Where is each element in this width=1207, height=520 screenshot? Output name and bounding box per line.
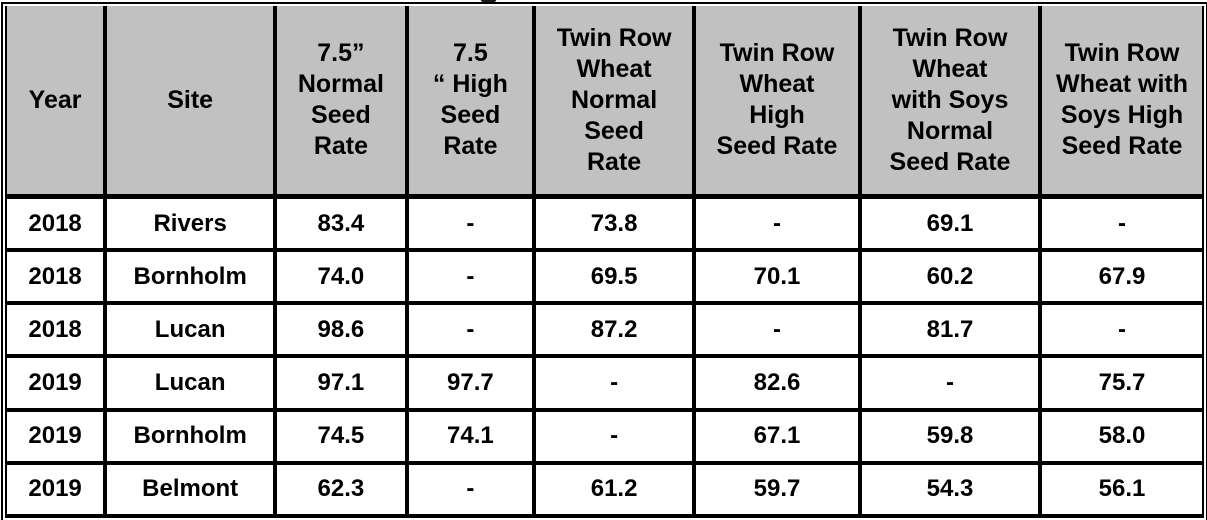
cell-site: Rivers xyxy=(103,194,278,253)
col-header-75-normal-seed-rate: 7.5” Normal Seed Rate xyxy=(273,6,409,199)
col-header-twinrow-soys-normal: Twin Row Wheat with Soys Normal Seed Rat… xyxy=(857,6,1043,199)
col-header-twinrow-wheat-high: Twin Row Wheat High Seed Rate xyxy=(692,6,862,199)
cell-value: 56.1 xyxy=(1038,460,1204,519)
col-header-75-high-seed-rate: 7.5 “ High Seed Rate xyxy=(404,6,537,199)
cell-value: - xyxy=(532,354,697,412)
table-row: 2018 Bornholm 74.0 - 69.5 70.1 60.2 67.9 xyxy=(4,248,1204,306)
cell-value: 87.2 xyxy=(532,301,697,359)
cell-value: 75.7 xyxy=(1038,354,1204,412)
cell-value: 69.5 xyxy=(532,248,697,306)
col-header-twinrow-wheat-normal: Twin Row Wheat Normal Seed Rate xyxy=(532,6,697,199)
cell-value: 69.1 xyxy=(857,194,1043,253)
cell-value: - xyxy=(1038,301,1204,359)
cell-value: - xyxy=(857,354,1043,412)
table-body: 2018 Rivers 83.4 - 73.8 - 69.1 - 2018 Bo… xyxy=(4,194,1204,519)
cell-year: 2019 xyxy=(4,460,108,519)
cell-value: - xyxy=(404,460,537,519)
cell-value: 60.2 xyxy=(857,248,1043,306)
cell-value: - xyxy=(1038,194,1204,253)
header-row: Year Site 7.5” Normal Seed Rate 7.5 “ Hi… xyxy=(4,6,1204,199)
cell-year: 2018 xyxy=(4,194,108,253)
cell-value: 54.3 xyxy=(857,460,1043,519)
cell-value: 98.6 xyxy=(273,301,409,359)
table-row: 2018 Rivers 83.4 - 73.8 - 69.1 - xyxy=(4,194,1204,253)
cell-site: Belmont xyxy=(103,460,278,519)
cell-value: 83.4 xyxy=(273,194,409,253)
cell-value: 59.8 xyxy=(857,407,1043,465)
col-header-year: Year xyxy=(4,6,108,199)
cell-site: Lucan xyxy=(103,301,278,359)
table-row: 2019 Bornholm 74.5 74.1 - 67.1 59.8 58.0 xyxy=(4,407,1204,465)
cell-value: 73.8 xyxy=(532,194,697,253)
cell-year: 2019 xyxy=(4,354,108,412)
cell-site: Bornholm xyxy=(103,248,278,306)
seed-rate-yield-table: Year Site 7.5” Normal Seed Rate 7.5 “ Hi… xyxy=(4,6,1204,519)
table-row: 2019 Lucan 97.1 97.7 - 82.6 - 75.7 xyxy=(4,354,1204,412)
cell-value: 74.0 xyxy=(273,248,409,306)
cell-value: 97.1 xyxy=(273,354,409,412)
cell-value: 97.7 xyxy=(404,354,537,412)
cell-site: Bornholm xyxy=(103,407,278,465)
col-header-twinrow-soys-high: Twin Row Wheat with Soys High Seed Rate xyxy=(1038,6,1204,199)
cell-value: - xyxy=(692,301,862,359)
cell-value: 67.1 xyxy=(692,407,862,465)
cell-year: 2018 xyxy=(4,248,108,306)
cell-year: 2019 xyxy=(4,407,108,465)
cell-value: 67.9 xyxy=(1038,248,1204,306)
cell-value: - xyxy=(404,248,537,306)
cell-value: - xyxy=(404,194,537,253)
col-header-site: Site xyxy=(103,6,278,199)
cell-value: 61.2 xyxy=(532,460,697,519)
cell-site: Lucan xyxy=(103,354,278,412)
cell-value: - xyxy=(532,407,697,465)
cell-value: 70.1 xyxy=(692,248,862,306)
table-row: 2019 Belmont 62.3 - 61.2 59.7 54.3 56.1 xyxy=(4,460,1204,519)
cell-value: 59.7 xyxy=(692,460,862,519)
table-header: Year Site 7.5” Normal Seed Rate 7.5 “ Hi… xyxy=(4,6,1204,199)
cell-value: 74.1 xyxy=(404,407,537,465)
cell-year: 2018 xyxy=(4,301,108,359)
cell-value: - xyxy=(404,301,537,359)
cell-value: 81.7 xyxy=(857,301,1043,359)
cell-value: 58.0 xyxy=(1038,407,1204,465)
cell-value: 62.3 xyxy=(273,460,409,519)
table-row: 2018 Lucan 98.6 - 87.2 - 81.7 - xyxy=(4,301,1204,359)
cell-value: 74.5 xyxy=(273,407,409,465)
cell-value: - xyxy=(692,194,862,253)
cell-value: 82.6 xyxy=(692,354,862,412)
